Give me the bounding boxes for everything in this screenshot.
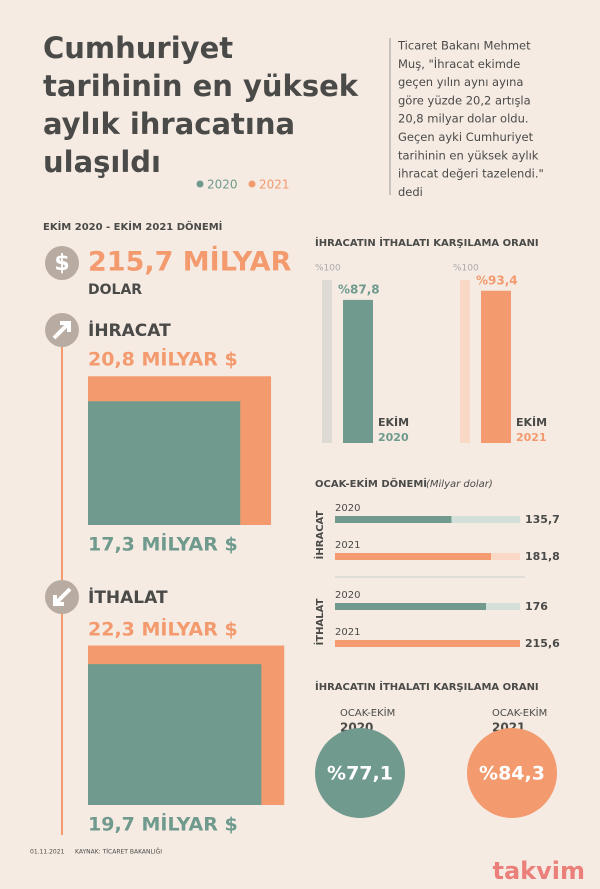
arrow bbox=[53, 587, 72, 606]
coverage-bar bbox=[481, 290, 511, 443]
annual-unit: (Milyar dolar) bbox=[426, 479, 493, 490]
annual-bar bbox=[335, 640, 520, 647]
footer-date: 01.11.2021 bbox=[30, 849, 65, 856]
value-square bbox=[88, 401, 241, 525]
max-label: %100 bbox=[453, 264, 479, 274]
annual-bar bbox=[335, 516, 452, 523]
annual-bar bbox=[335, 553, 491, 560]
group-label: İHRACAT bbox=[312, 510, 326, 559]
year: 2020 bbox=[378, 431, 409, 444]
annual-bar bbox=[335, 603, 487, 610]
legend-dot bbox=[248, 180, 256, 188]
legend-label: 2021 bbox=[259, 178, 290, 192]
row-value: 215,6 bbox=[525, 637, 560, 650]
footer-source: KAYNAK: TİCARET BAKANLIĞI bbox=[75, 849, 162, 856]
coverage-bar bbox=[343, 299, 373, 443]
quote-line: geçen yılın aynı ayına bbox=[398, 75, 523, 89]
group-label: İTHALAT bbox=[312, 598, 326, 645]
quote-line: Geçen ayki Cumhuriyet bbox=[398, 130, 534, 144]
title-line: aylık ihracatına bbox=[43, 107, 295, 141]
total-amount: 215,7 MİLYAR bbox=[88, 246, 292, 278]
max-track bbox=[460, 280, 470, 443]
value-label: 20,8 MİLYAR $ bbox=[88, 347, 238, 371]
row-value: 181,8 bbox=[525, 550, 560, 563]
month: EKİM bbox=[378, 415, 409, 429]
dollar-sign: $ bbox=[54, 251, 69, 276]
bar-label: %87,8 bbox=[338, 282, 380, 296]
month: EKİM bbox=[516, 415, 547, 429]
row-year: 2021 bbox=[335, 540, 360, 551]
quote-line: ihracat değeri tazelendi." bbox=[398, 167, 544, 181]
value-label: 22,3 MİLYAR $ bbox=[88, 617, 238, 641]
watermark: takvim bbox=[492, 857, 585, 885]
ratio-value: %84,3 bbox=[479, 763, 545, 785]
annual-title: OCAK-EKİM DÖNEMİ bbox=[315, 476, 427, 490]
row-value: 176 bbox=[525, 600, 548, 613]
quote-line: dedi bbox=[398, 185, 423, 199]
ratio-circle bbox=[467, 728, 557, 818]
arrow bbox=[52, 321, 71, 340]
coverage-title: İHRACATIN İTHALATI KARŞILAMA ORANI bbox=[315, 235, 539, 249]
quote-line: Muş, "İhracat ekimde bbox=[398, 56, 520, 71]
coverage2-title: İHRACATIN İTHALATI KARŞILAMA ORANI bbox=[315, 679, 539, 693]
legend-dot bbox=[196, 180, 204, 188]
title-line: tarihinin en yüksek bbox=[43, 69, 359, 103]
ratio-circle bbox=[315, 728, 405, 818]
value-square bbox=[88, 664, 262, 805]
max-label: %100 bbox=[315, 264, 341, 274]
period: OCAK-EKİM bbox=[340, 706, 395, 719]
imports-label: İTHALAT bbox=[88, 586, 168, 608]
dollar-icon bbox=[45, 246, 79, 280]
total-unit: DOLAR bbox=[88, 282, 142, 298]
ratio-value: %77,1 bbox=[327, 763, 393, 785]
exports-label: İHRACAT bbox=[88, 319, 171, 341]
period: EKİM 2020 - EKİM 2021 DÖNEMİ bbox=[43, 219, 222, 233]
quote-line: 20,8 milyar dolar oldu. bbox=[398, 112, 529, 126]
value-label: 19,7 MİLYAR $ bbox=[88, 812, 238, 836]
row-value: 135,7 bbox=[525, 513, 560, 526]
title-line: Cumhuriyet bbox=[43, 31, 233, 65]
legend-label: 2020 bbox=[207, 178, 238, 192]
quote-line: tarihinin en yüksek aylık bbox=[398, 148, 539, 162]
row-year: 2020 bbox=[335, 503, 360, 514]
value-label: 17,3 MİLYAR $ bbox=[88, 532, 238, 556]
row-year: 2020 bbox=[335, 590, 360, 601]
title-line: ulaşıldı bbox=[43, 145, 161, 179]
bar-label: %93,4 bbox=[476, 273, 518, 287]
row-year: 2021 bbox=[335, 627, 360, 638]
quote-line: Ticaret Bakanı Mehmet bbox=[397, 39, 531, 53]
max-track bbox=[322, 280, 332, 443]
quote-line: göre yüzde 20,2 artışla bbox=[398, 93, 531, 107]
year: 2021 bbox=[516, 431, 547, 444]
period: OCAK-EKİM bbox=[492, 706, 547, 719]
